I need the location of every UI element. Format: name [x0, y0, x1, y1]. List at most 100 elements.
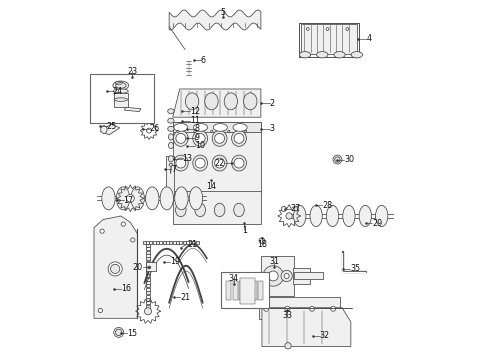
Bar [226, 280, 231, 300]
Ellipse shape [175, 187, 188, 210]
Ellipse shape [101, 126, 107, 134]
Text: 6: 6 [201, 55, 206, 64]
Polygon shape [100, 124, 120, 135]
Ellipse shape [185, 93, 199, 110]
Text: 32: 32 [320, 332, 330, 341]
Bar [146, 274, 150, 277]
Ellipse shape [195, 134, 205, 143]
Polygon shape [261, 256, 294, 296]
Bar [186, 241, 189, 244]
Polygon shape [166, 156, 174, 196]
Ellipse shape [116, 187, 130, 210]
Bar [146, 254, 150, 257]
Ellipse shape [294, 207, 298, 211]
Bar [193, 241, 196, 244]
Ellipse shape [175, 203, 186, 217]
Ellipse shape [116, 329, 122, 336]
Ellipse shape [193, 130, 208, 146]
Text: 23: 23 [127, 67, 137, 76]
Ellipse shape [232, 130, 246, 146]
Ellipse shape [343, 206, 355, 226]
Ellipse shape [310, 206, 322, 226]
Bar [146, 251, 150, 254]
Ellipse shape [160, 187, 173, 210]
Ellipse shape [205, 93, 218, 110]
Ellipse shape [98, 309, 102, 312]
Bar [146, 284, 150, 287]
Bar [221, 273, 269, 308]
Polygon shape [262, 308, 351, 347]
Bar [146, 288, 150, 291]
Ellipse shape [285, 306, 290, 311]
Bar [146, 244, 150, 247]
Bar [179, 241, 182, 244]
Ellipse shape [333, 155, 342, 164]
Ellipse shape [168, 126, 174, 131]
Text: 3: 3 [270, 124, 275, 133]
Ellipse shape [173, 130, 188, 146]
Ellipse shape [263, 266, 283, 286]
Ellipse shape [281, 270, 292, 282]
Text: 12: 12 [190, 107, 200, 116]
Ellipse shape [195, 203, 205, 217]
Ellipse shape [147, 266, 150, 269]
Ellipse shape [169, 163, 172, 166]
Text: 34: 34 [229, 274, 239, 283]
Bar [196, 241, 199, 244]
Bar [146, 305, 150, 308]
Ellipse shape [147, 128, 151, 133]
Bar [153, 241, 156, 244]
Text: 7: 7 [171, 165, 176, 174]
Ellipse shape [194, 130, 196, 132]
Bar [166, 241, 169, 244]
Ellipse shape [269, 271, 278, 281]
Text: 25: 25 [107, 122, 117, 131]
Bar [146, 247, 150, 250]
Ellipse shape [334, 51, 345, 58]
Ellipse shape [169, 156, 173, 162]
Ellipse shape [286, 213, 292, 219]
Ellipse shape [317, 51, 328, 58]
Bar [159, 241, 162, 244]
Text: 18: 18 [257, 240, 267, 249]
Text: 15: 15 [127, 329, 137, 338]
Ellipse shape [212, 130, 227, 146]
Text: 29: 29 [372, 219, 382, 228]
Ellipse shape [375, 206, 388, 226]
Bar [149, 241, 152, 244]
Ellipse shape [100, 229, 104, 233]
Bar [169, 241, 172, 244]
Polygon shape [172, 89, 261, 117]
Text: 20: 20 [133, 263, 143, 272]
Ellipse shape [234, 134, 244, 143]
Polygon shape [94, 216, 137, 318]
Ellipse shape [294, 206, 306, 226]
Bar [183, 241, 186, 244]
Bar [233, 280, 238, 300]
Text: 5: 5 [220, 8, 226, 17]
Ellipse shape [114, 98, 127, 101]
Ellipse shape [189, 187, 203, 210]
Ellipse shape [326, 206, 339, 226]
Text: 33: 33 [282, 311, 293, 320]
Ellipse shape [228, 130, 230, 132]
Bar [146, 261, 150, 264]
Ellipse shape [168, 109, 174, 114]
Ellipse shape [346, 28, 349, 30]
Polygon shape [114, 93, 128, 107]
Bar [91, 74, 154, 123]
Ellipse shape [194, 123, 208, 131]
Ellipse shape [193, 155, 208, 171]
Ellipse shape [174, 123, 188, 131]
Ellipse shape [359, 206, 371, 226]
Bar [146, 298, 150, 301]
Text: 22: 22 [214, 158, 224, 167]
Bar [146, 278, 150, 281]
Ellipse shape [113, 89, 128, 93]
Bar [146, 241, 149, 244]
Ellipse shape [306, 28, 309, 30]
Ellipse shape [351, 51, 363, 58]
Ellipse shape [245, 130, 247, 132]
Ellipse shape [224, 93, 238, 110]
Bar [143, 241, 146, 244]
